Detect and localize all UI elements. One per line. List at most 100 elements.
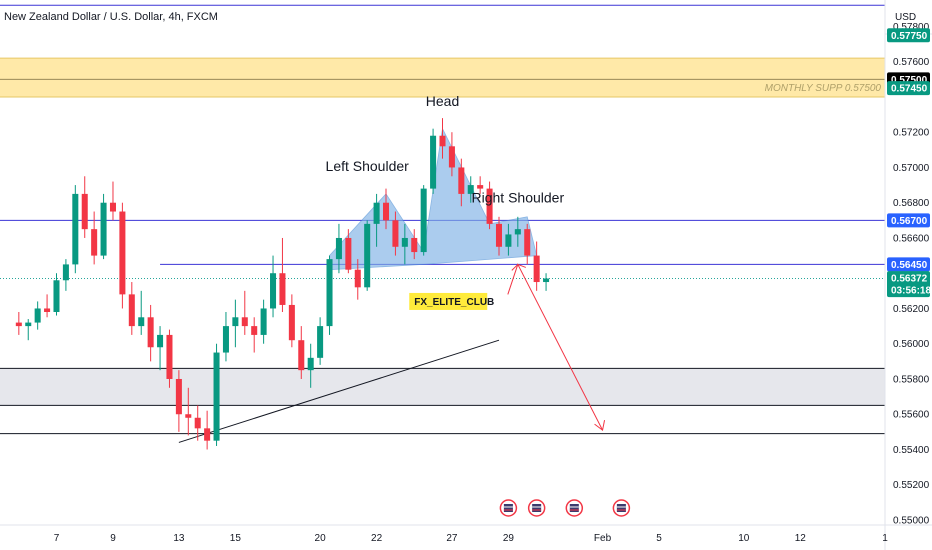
price-label-0-bg [887,28,930,43]
candle-body-9 [100,202,107,256]
candle-body-51 [495,223,503,247]
candle-body-10 [109,202,116,212]
x-tick-7: 29 [503,533,515,544]
candle-body-4 [53,280,60,312]
candle-body-27 [270,273,277,309]
candle-body-15 [157,334,164,348]
candle-body-35 [345,237,352,270]
price-label-2-bg [887,81,930,96]
candle-body-28 [279,273,286,305]
candle-body-24 [241,317,248,327]
zones-layer: MONTHLY SUPP 0.57500 [0,57,885,406]
candle-body-31 [307,357,314,371]
candle-body-6 [72,193,79,265]
x-tick-8: Feb [594,533,612,544]
candle-body-17 [175,378,182,415]
x-tick-4: 20 [315,533,327,544]
candle-body-21 [213,352,220,441]
last-price-label-bg [887,271,930,298]
trendline [178,339,500,443]
y-tick-12: 0.55000 [893,516,930,527]
x-tick-9: 5 [656,533,662,544]
price-label-3: 0.56700 [891,216,928,227]
zone-0 [0,58,885,97]
price-label-0: 0.57750 [891,31,928,42]
candle-body-50 [486,188,493,224]
candle-body-29 [288,304,295,341]
x-tick-10: 10 [738,533,750,544]
candle-body-54 [524,229,531,256]
head-shoulders-shape [329,127,538,271]
candle-body-14 [147,317,154,348]
candle-body-18 [185,414,192,418]
y-axis-layer: 0.57800 0.57600 0.57200 0.57000 0.56800 0.566… [887,22,931,527]
candle-body-36 [354,269,361,288]
y-tick-3: 0.57000 [893,163,930,174]
candle-body-0 [15,322,22,327]
candle-body-32 [317,326,324,358]
zone-label-0: MONTHLY SUPP 0.57500 [765,83,882,94]
candle-body-33 [326,259,333,327]
candle-body-25 [251,326,258,335]
candle-body-13 [138,317,145,327]
event-icon-flag-3 [616,504,626,512]
candle-body-3 [44,308,51,312]
pattern-layer [329,127,538,271]
candle-body-56 [543,278,550,283]
candle-body-40 [392,220,399,247]
price-label-4: 0.56450 [891,260,928,271]
x-tick-12: 1 [882,533,888,544]
head-label: Head [426,93,459,109]
candle-body-49 [477,185,484,189]
candle-body-23 [232,317,239,327]
candle-body-41 [401,237,408,247]
y-tick-10: 0.55400 [893,445,930,456]
projection-arrowhead [594,420,606,431]
brand-label-bg [409,292,488,310]
candle-body-1 [25,322,32,327]
price-label-2: 0.57450 [891,84,928,95]
candle-body-5 [62,264,69,281]
candle-body-7 [81,193,88,230]
candle-body-45 [439,135,446,147]
y-tick-6: 0.56200 [893,304,930,315]
candle-body-34 [335,237,342,260]
left-shoulder-label: Left Shoulder [326,158,410,174]
y-tick-0: 0.57800 [893,22,930,33]
x-tick-2: 13 [173,533,185,544]
currency-label[interactable]: USD [895,12,916,23]
last-price-label-countdown: 03:56:18 [891,286,931,297]
price-label-1: 0.57500 [891,75,928,86]
event-icon-flag-0 [503,504,513,512]
candle-body-16 [166,334,173,379]
right-shoulder-label: Right Shoulder [472,190,565,206]
candle-body-47 [458,167,465,194]
candle-body-20 [204,428,211,441]
candles-layer [15,118,550,450]
price-label-3-bg [887,213,930,228]
event-icon-flag-1 [532,504,542,512]
y-tick-7: 0.56000 [893,339,930,350]
x-tick-3: 15 [230,533,242,544]
event-icon-flag-2 [569,504,579,512]
candle-body-46 [448,146,455,168]
x-tick-0: 7 [54,533,60,544]
y-tick-1: 0.57600 [893,57,930,68]
price-label-4-bg [887,257,930,272]
x-tick-6: 27 [446,533,458,544]
candle-body-2 [34,308,41,323]
candle-body-39 [382,202,390,221]
y-tick-9: 0.55600 [893,410,930,421]
y-tick-8: 0.55800 [893,374,930,385]
candle-body-38 [373,202,380,224]
chart-title[interactable]: New Zealand Dollar / U.S. Dollar, 4h, FX… [4,11,218,23]
candle-body-11 [119,211,126,295]
x-tick-11: 12 [795,533,807,544]
x-axis-layer: 7 9 13 15 20 22 27 29 Feb 5 10 12 1 [54,533,889,544]
last-price-label: 0.56372 [891,274,928,285]
candle-body-12 [128,294,135,327]
y-tick-11: 0.55200 [893,480,930,491]
candle-body-53 [514,229,521,235]
x-tick-1: 9 [110,533,116,544]
